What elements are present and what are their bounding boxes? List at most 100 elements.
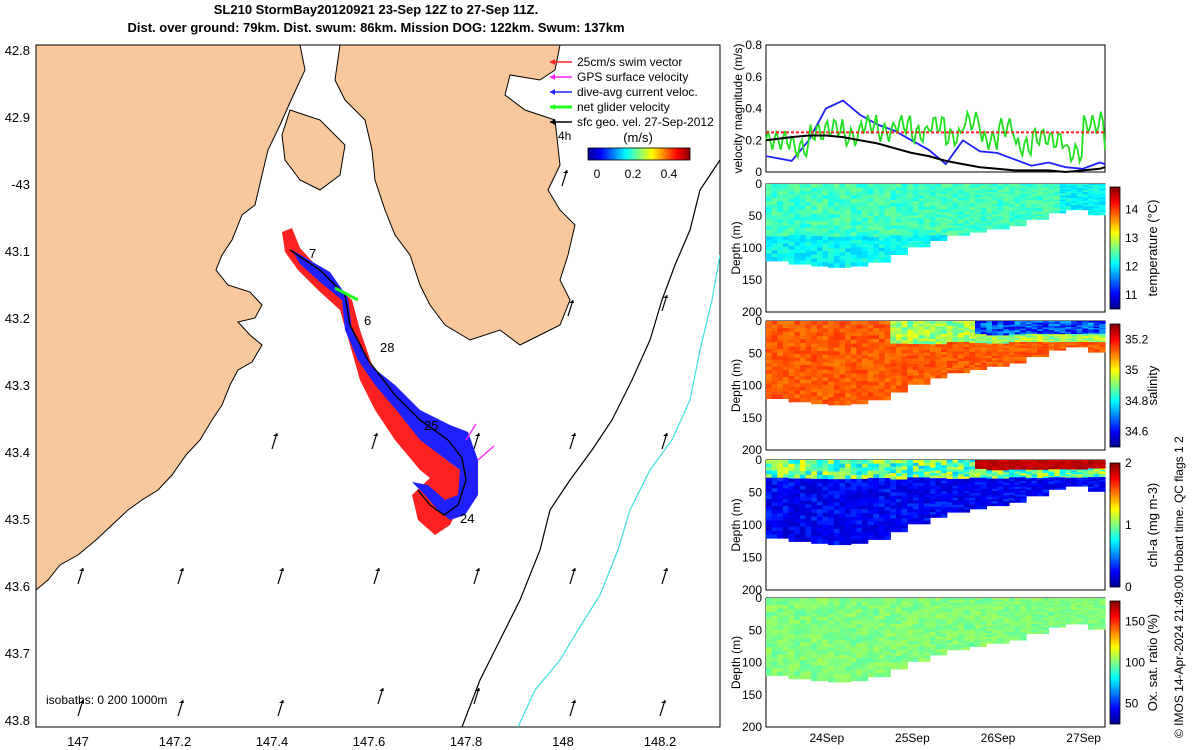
heatmap-cell xyxy=(946,335,954,338)
heatmap-cell xyxy=(1003,480,1010,484)
heatmap-cell xyxy=(896,187,903,191)
heatmap-cell xyxy=(1003,499,1010,502)
heatmap-cell xyxy=(828,362,835,368)
heatmap-cell xyxy=(929,219,937,223)
heatmap-cell xyxy=(918,644,925,648)
heatmap-cell xyxy=(1031,348,1038,351)
heatmap-cell xyxy=(811,643,818,648)
heatmap-cell xyxy=(918,361,925,365)
heatmap-cell xyxy=(777,484,784,489)
heatmap-cell xyxy=(1025,217,1033,220)
heatmap-cell xyxy=(907,344,914,348)
heatmap-cell xyxy=(799,343,807,348)
colorbar-tick: 35 xyxy=(1125,363,1139,377)
heatmap-cell xyxy=(766,191,773,196)
heatmap-cell xyxy=(879,601,886,606)
heatmap-cell xyxy=(862,191,869,196)
heatmap-cell xyxy=(1014,355,1021,358)
heatmap-cell xyxy=(879,187,886,192)
heatmap-cell xyxy=(941,647,948,651)
heatmap-cell xyxy=(1076,340,1084,343)
lon-tick-label: 147.2 xyxy=(159,734,192,749)
heatmap-cell xyxy=(1076,323,1084,326)
heatmap-cell xyxy=(777,481,784,486)
heatmap-cell xyxy=(969,329,976,333)
heatmap-cell xyxy=(799,194,807,200)
heatmap-cell xyxy=(845,332,852,337)
heatmap-cell xyxy=(884,651,891,656)
heatmap-cell xyxy=(799,638,807,643)
heatmap-cell xyxy=(946,198,954,201)
heatmap-cell xyxy=(777,229,784,234)
heatmap-cell xyxy=(884,648,891,653)
heatmap-cell xyxy=(1065,478,1072,481)
heatmap-cell xyxy=(873,644,880,649)
heatmap-cell xyxy=(924,615,931,619)
heatmap-cell xyxy=(952,647,959,651)
heatmap-cell xyxy=(879,612,886,617)
heatmap-cell xyxy=(952,221,959,225)
heatmap-cell xyxy=(980,475,987,479)
heatmap-cell xyxy=(873,615,880,621)
heatmap-cell xyxy=(912,503,920,507)
heatmap-cell xyxy=(873,371,880,376)
heatmap-cell xyxy=(783,257,790,262)
heatmap-cell xyxy=(929,344,937,348)
heatmap-cell xyxy=(1054,189,1061,192)
heatmap-cell xyxy=(963,363,971,367)
heatmap-cell xyxy=(952,460,959,463)
heatmap-cell xyxy=(969,216,976,220)
heatmap-cell xyxy=(1020,206,1027,210)
heatmap-cell xyxy=(1042,489,1050,492)
heatmap-cell xyxy=(822,665,829,670)
heatmap-cell xyxy=(912,332,920,336)
heatmap-cell xyxy=(811,494,818,499)
heatmap-cell xyxy=(1082,184,1089,186)
heatmap-cell xyxy=(879,640,886,646)
heatmap-cell xyxy=(929,194,937,198)
heatmap-cell xyxy=(890,601,897,605)
heatmap-cell xyxy=(794,231,801,236)
heatmap-cell xyxy=(890,324,897,328)
heatmap-cell xyxy=(958,214,965,218)
heatmap-cell xyxy=(884,349,891,354)
heatmap-cell xyxy=(777,654,784,659)
heatmap-cell xyxy=(935,616,942,620)
heatmap-cell xyxy=(833,199,841,204)
heatmap-cell xyxy=(856,247,863,252)
heatmap-cell xyxy=(929,184,937,188)
heatmap-cell xyxy=(799,601,807,606)
heatmap-cell xyxy=(1082,188,1089,191)
heatmap-cell xyxy=(1014,471,1021,474)
heatmap-cell xyxy=(1003,198,1010,201)
colorbar-title: (m/s) xyxy=(623,130,653,145)
heatmap-cell xyxy=(884,360,891,365)
heatmap-cell xyxy=(1065,329,1072,331)
heatmap-cell xyxy=(862,654,869,659)
heatmap-cell xyxy=(828,233,835,238)
heatmap-cell xyxy=(992,184,999,187)
heatmap-cell xyxy=(879,392,886,397)
heatmap-cell xyxy=(901,627,908,631)
heatmap-cell xyxy=(890,460,897,464)
heatmap-cell xyxy=(946,349,954,352)
heatmap-cell xyxy=(783,377,790,382)
heatmap-cell xyxy=(833,651,841,656)
heatmap-cell xyxy=(901,324,908,328)
heatmap-cell xyxy=(1037,212,1044,215)
heatmap-cell xyxy=(975,604,982,608)
heatmap-cell xyxy=(980,334,987,337)
heatmap-cell xyxy=(811,351,818,356)
heatmap-cell xyxy=(879,353,886,358)
heatmap-cell xyxy=(867,528,874,533)
heatmap-cell xyxy=(1054,190,1061,193)
heatmap-cell xyxy=(907,355,914,359)
heatmap-cell xyxy=(816,475,824,480)
heatmap-cell xyxy=(822,210,829,215)
heatmap-cell xyxy=(958,609,965,613)
heatmap-cell xyxy=(805,471,812,476)
heatmap-cell xyxy=(975,192,982,196)
heatmap-cell xyxy=(867,356,874,361)
heatmap-cell xyxy=(912,618,920,622)
heatmap-cell xyxy=(907,649,914,654)
